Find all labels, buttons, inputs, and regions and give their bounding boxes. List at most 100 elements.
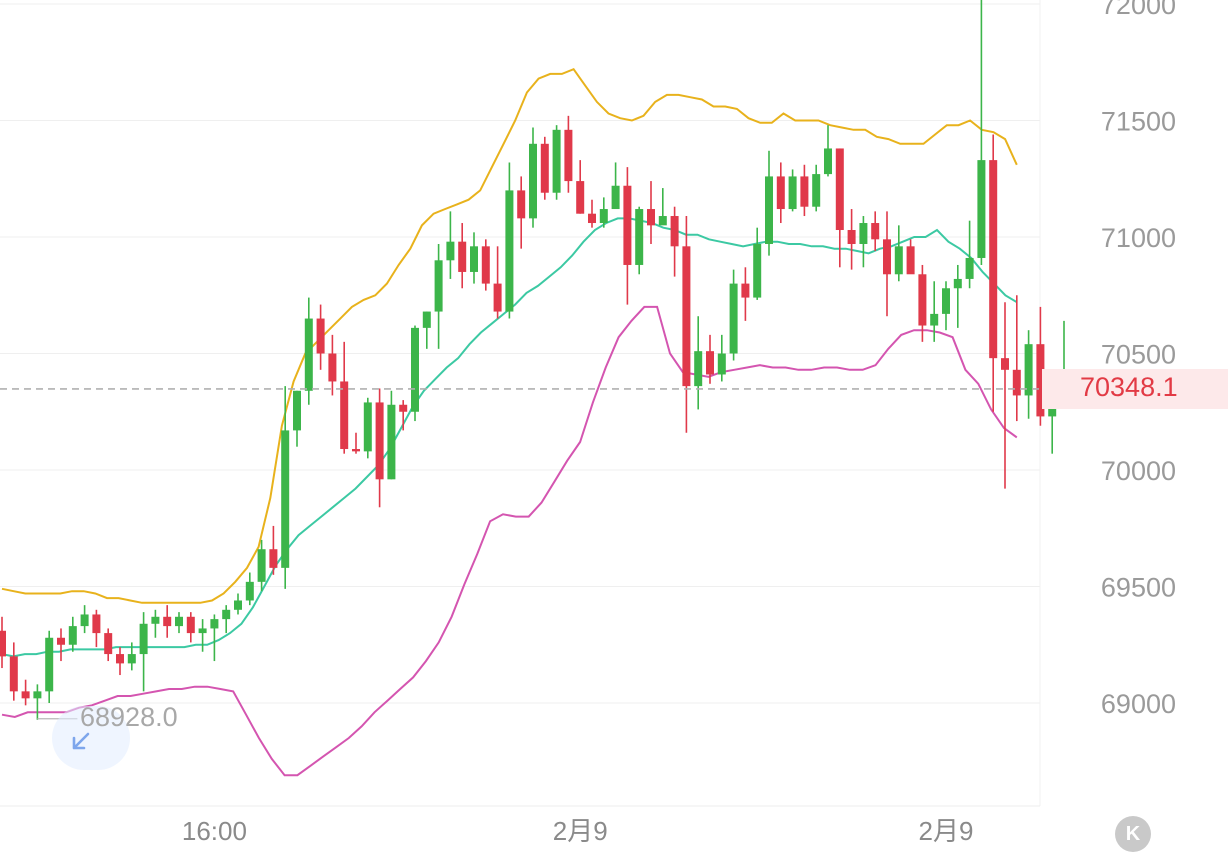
candle-body [45, 637, 54, 692]
candle [717, 334, 726, 382]
candle [953, 264, 962, 328]
candle-body [989, 160, 998, 359]
candle [847, 209, 856, 270]
candle [363, 397, 372, 459]
min-price-badge[interactable] [52, 706, 130, 770]
candle-body [175, 616, 183, 627]
candle-body [481, 246, 490, 284]
candle [33, 684, 42, 720]
candle-body [151, 616, 160, 624]
candle [163, 605, 172, 638]
candle-body [540, 143, 549, 193]
min-price-label: 68928.0 [80, 702, 178, 732]
candle-body [682, 246, 691, 387]
candle-body [340, 381, 349, 450]
k-line-button[interactable]: K [1115, 816, 1151, 852]
candle [281, 386, 290, 589]
candle-body [788, 176, 797, 210]
y-tick-label: 69000 [1101, 689, 1176, 719]
candle-body [363, 402, 372, 452]
candle-body [847, 230, 856, 244]
candle-body [835, 148, 844, 231]
candle [493, 246, 502, 319]
y-tick-label: 70500 [1101, 340, 1176, 370]
candle-body [446, 241, 455, 261]
candle [694, 316, 703, 410]
candle-body [222, 609, 231, 620]
y-tick-label: 70000 [1101, 456, 1176, 486]
candle [411, 325, 419, 422]
candle-body [257, 549, 266, 582]
candle [304, 297, 313, 405]
candle-body [894, 246, 903, 275]
candle-body [776, 176, 785, 210]
candle-body [104, 633, 113, 655]
candle-body [210, 619, 219, 629]
candle-body [552, 129, 561, 193]
candle [45, 630, 54, 703]
candle-body [517, 190, 526, 219]
candle [21, 679, 30, 706]
candle [588, 199, 596, 228]
x-tick-label: 2月9 [919, 816, 974, 844]
candles [0, 0, 1068, 720]
candle-body [505, 190, 514, 312]
candle-body [493, 283, 502, 312]
candle [387, 390, 396, 480]
candle-body [824, 148, 832, 175]
y-tick-label: 71000 [1101, 223, 1176, 253]
candle [859, 216, 868, 268]
candle [505, 162, 514, 319]
candle-body [942, 288, 950, 314]
candle [883, 211, 891, 317]
candle-body [458, 241, 467, 272]
candle [470, 232, 478, 284]
candle-body [883, 239, 891, 275]
candle-body [918, 274, 927, 326]
candle [92, 609, 101, 648]
candle-body [399, 404, 408, 412]
upper-band-line [1, 67, 1018, 604]
candle-body [611, 185, 620, 210]
candle [375, 388, 384, 508]
candle-body [33, 691, 42, 699]
candle-body [953, 278, 962, 289]
candle [564, 115, 573, 193]
candle-body [352, 449, 360, 452]
candle [576, 160, 585, 214]
candle-body [800, 176, 809, 207]
arrow-down-left-icon [72, 732, 90, 750]
candle [269, 525, 278, 575]
candle [930, 281, 939, 342]
candle [682, 216, 691, 433]
candle [835, 148, 844, 268]
candle-body [198, 628, 207, 634]
candle [741, 267, 750, 321]
candle-body [387, 404, 396, 480]
candle [0, 616, 6, 669]
candle [753, 227, 762, 300]
candle-body [717, 353, 726, 375]
candle [352, 432, 360, 454]
candle [328, 334, 337, 396]
candle-body [269, 549, 278, 568]
current-price-label: 70348.1 [1080, 372, 1178, 402]
candle-body [234, 600, 242, 610]
candle [316, 304, 325, 370]
candle [186, 612, 195, 643]
candle-body [741, 283, 750, 298]
candle [871, 211, 880, 251]
candle-body [21, 691, 30, 699]
candle-body [9, 656, 18, 692]
candle [894, 225, 903, 282]
candle-body [564, 129, 573, 182]
candle-body [906, 246, 915, 275]
x-tick-label: 2月9 [553, 816, 608, 844]
candle [977, 0, 986, 265]
candle [529, 127, 537, 228]
candle-body [576, 181, 585, 214]
candle-body [127, 654, 136, 664]
candle [151, 609, 160, 638]
